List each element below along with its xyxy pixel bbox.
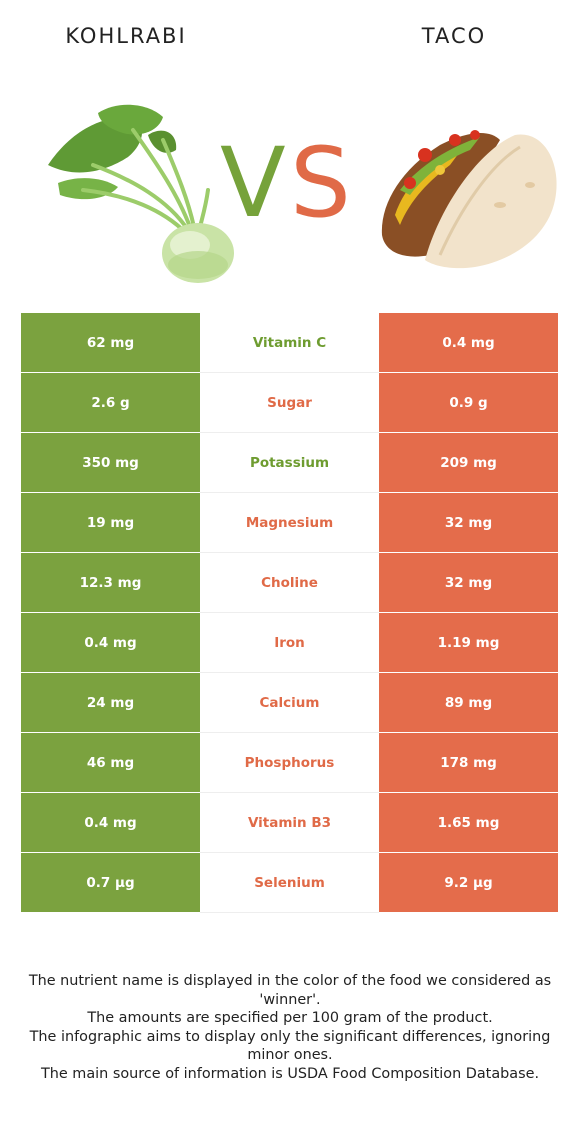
footnote-line: The infographic aims to display only the… [29, 1028, 551, 1064]
nutrient-row: 0.4 mg Vitamin B3 1.65 mg [21, 792, 558, 853]
footnote-line: The main source of information is USDA F… [40, 1065, 540, 1082]
nutrient-name: Sugar [200, 372, 379, 433]
nutrient-name: Phosphorus [200, 732, 379, 793]
nutrient-row: 0.7 µg Selenium 9.2 µg [21, 852, 558, 913]
taco-value: 178 mg [379, 732, 558, 793]
nutrient-row: 24 mg Calcium 89 mg [21, 672, 558, 733]
taco-shell [425, 134, 557, 269]
kohlrabi-value: 24 mg [21, 672, 200, 733]
kohlrabi-value: 0.4 mg [21, 612, 200, 673]
kohlrabi-value: 350 mg [21, 432, 200, 493]
right-food-title: TACO [421, 24, 487, 48]
taco-value: 209 mg [379, 432, 558, 493]
nutrient-row: 62 mg Vitamin C 0.4 mg [21, 313, 558, 373]
taco-image [381, 130, 557, 269]
nutrient-name: Choline [200, 552, 379, 613]
vs-label: V S [220, 128, 360, 238]
kohlrabi-value: 19 mg [21, 492, 200, 553]
footnote: The nutrient name is displayed in the co… [12, 972, 568, 1083]
kohlrabi-value: 0.7 µg [21, 852, 200, 913]
kohlrabi-image [48, 104, 234, 283]
kohlrabi-value: 46 mg [21, 732, 200, 793]
vs-letter-v: V [220, 127, 286, 239]
nutrient-row: 12.3 mg Choline 32 mg [21, 552, 558, 613]
taco-value: 9.2 µg [379, 852, 558, 913]
taco-value: 32 mg [379, 552, 558, 613]
nutrient-row: 0.4 mg Iron 1.19 mg [21, 612, 558, 673]
left-food-title: KOHLRABI [65, 24, 187, 48]
kohlrabi-value: 0.4 mg [21, 792, 200, 853]
nutrient-row: 19 mg Magnesium 32 mg [21, 492, 558, 553]
kohlrabi-stems [81, 128, 210, 235]
kohlrabi-leaves [48, 104, 177, 200]
kohlrabi-bulb [162, 223, 234, 283]
taco-value: 0.9 g [379, 372, 558, 433]
nutrient-name: Vitamin B3 [200, 792, 379, 853]
nutrient-name: Potassium [200, 432, 379, 493]
kohlrabi-value: 2.6 g [21, 372, 200, 433]
nutrient-name: Magnesium [200, 492, 379, 553]
footnote-line: The amounts are specified per 100 gram o… [87, 1010, 493, 1026]
nutrient-row: 46 mg Phosphorus 178 mg [21, 732, 558, 793]
taco-filling [381, 130, 500, 257]
nutrient-name: Calcium [200, 672, 379, 733]
taco-value: 1.65 mg [379, 792, 558, 853]
nutrient-name: Selenium [200, 852, 379, 913]
kohlrabi-value: 12.3 mg [21, 552, 200, 613]
nutrient-comparison-table: 62 mg Vitamin C 0.4 mg 2.6 g Sugar 0.9 g 350 m… [21, 313, 558, 913]
taco-value: 1.19 mg [379, 612, 558, 673]
taco-value: 0.4 mg [379, 313, 558, 373]
nutrient-row: 350 mg Potassium 209 mg [21, 432, 558, 493]
kohlrabi-value: 62 mg [21, 313, 200, 373]
nutrient-name: Vitamin C [200, 313, 379, 373]
vs-letter-s: S [290, 127, 351, 239]
nutrient-name: Iron [200, 612, 379, 673]
taco-value: 32 mg [379, 492, 558, 553]
nutrient-row: 2.6 g Sugar 0.9 g [21, 372, 558, 433]
footnote-line: The nutrient name is displayed in the co… [28, 973, 552, 1008]
taco-value: 89 mg [379, 672, 558, 733]
